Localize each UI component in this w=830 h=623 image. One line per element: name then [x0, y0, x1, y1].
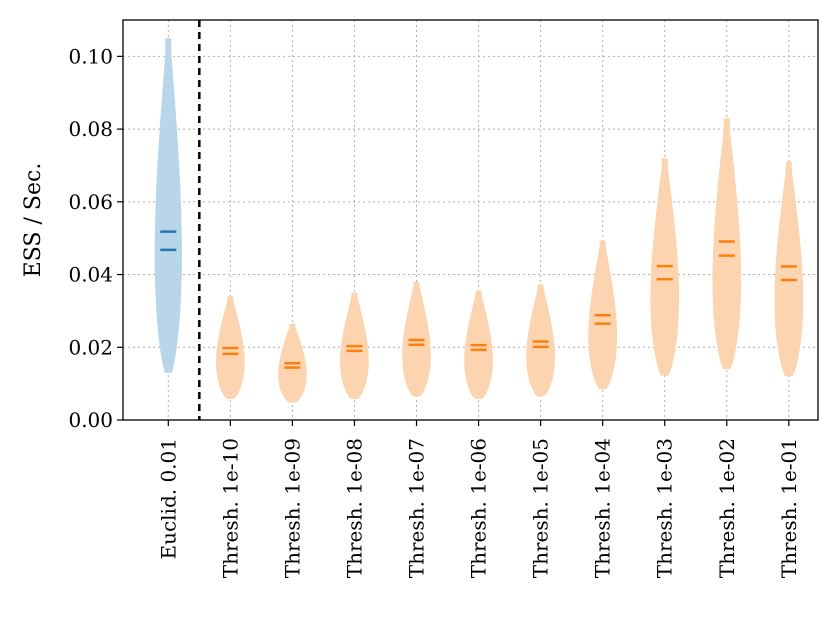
violin-body	[774, 161, 804, 377]
x-tick-label: Euclid. 0.01	[156, 438, 180, 560]
x-tick-label: Thresh. 1e-10	[218, 438, 242, 578]
y-tick-label: 0.00	[68, 408, 113, 432]
y-axis-label: ESS / Sec.	[21, 163, 46, 278]
y-axis: 0.00 0.02 0.04 0.06 0.08 0.10	[68, 44, 123, 432]
y-tick-label: 0.08	[68, 117, 113, 141]
x-tick-label: Thresh. 1e-02	[715, 438, 739, 578]
plot-frame	[122, 19, 819, 421]
violin-series	[154, 38, 804, 403]
x-tick-label: Thresh. 1e-09	[280, 438, 304, 578]
x-tick-label: Thresh. 1e-07	[405, 438, 429, 578]
y-tick-label: 0.06	[68, 190, 113, 214]
y-tick-label: 0.02	[68, 335, 113, 359]
violin-body	[154, 38, 182, 373]
x-tick-label: Thresh. 1e-06	[467, 438, 491, 578]
x-tick-label: Thresh. 1e-01	[777, 438, 801, 578]
y-tick-label: 0.04	[68, 263, 113, 287]
x-axis: Euclid. 0.01 Thresh. 1e-10 Thresh. 1e-09 Th…	[156, 420, 801, 578]
y-tick-label: 0.10	[68, 44, 113, 68]
x-tick-label: Thresh. 1e-04	[591, 438, 615, 578]
x-tick-label: Thresh. 1e-05	[529, 438, 553, 578]
violin-body	[712, 118, 742, 370]
x-tick-label: Thresh. 1e-03	[653, 438, 677, 578]
x-tick-label: Thresh. 1e-08	[342, 438, 366, 578]
